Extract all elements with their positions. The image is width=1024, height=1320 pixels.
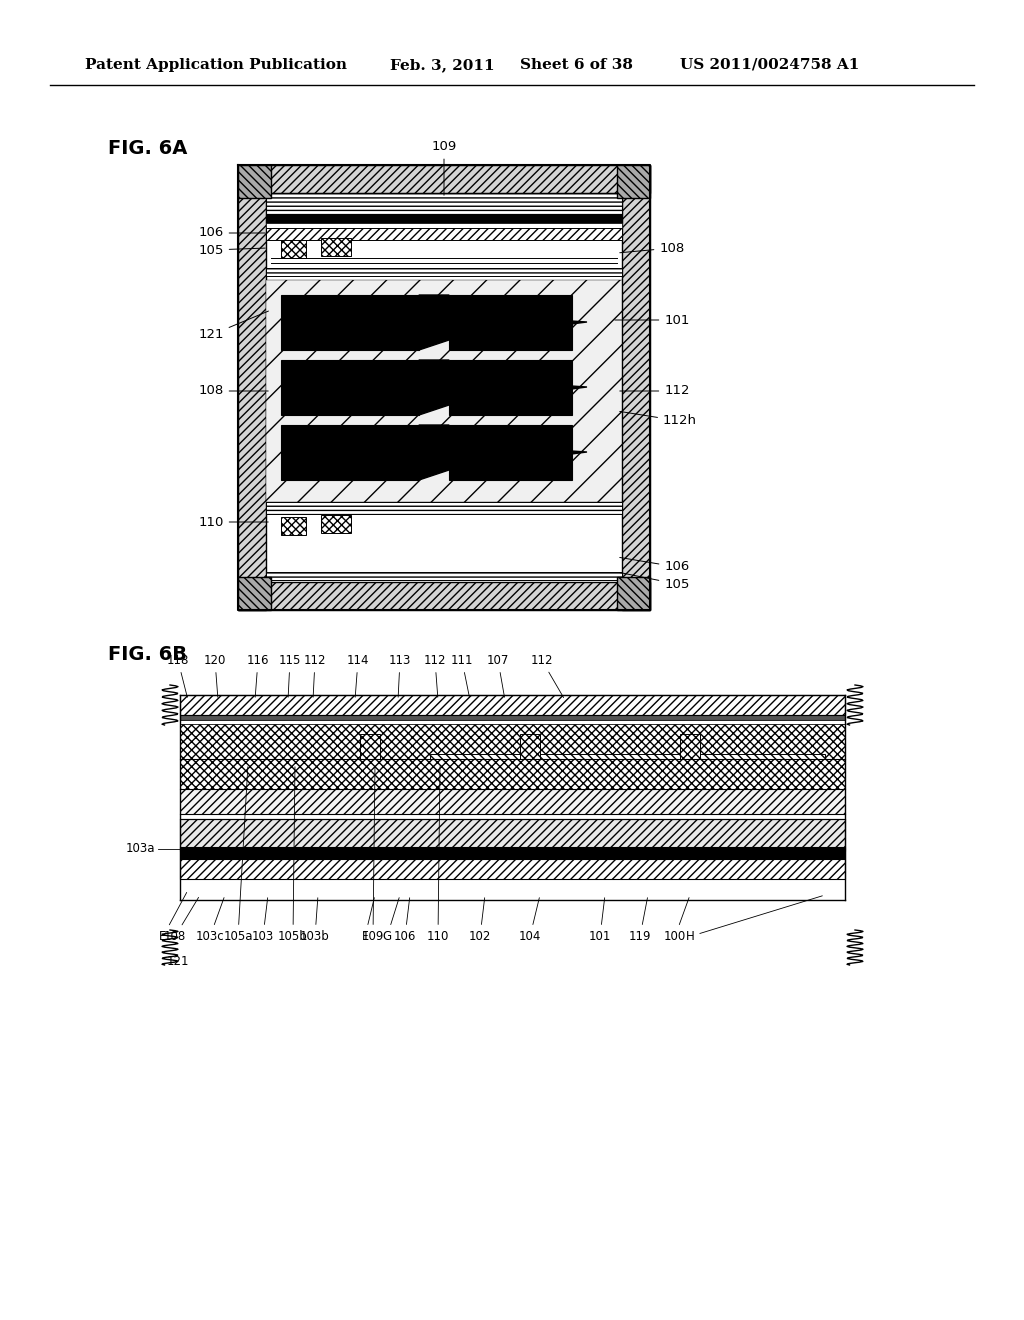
Text: 105b: 105b <box>279 767 308 942</box>
Bar <box>321 515 351 533</box>
Text: 112: 112 <box>530 653 563 697</box>
Text: 115: 115 <box>279 653 301 697</box>
Text: 121: 121 <box>199 312 268 342</box>
Text: 102: 102 <box>469 898 492 942</box>
Text: Feb. 3, 2011: Feb. 3, 2011 <box>390 58 495 73</box>
Bar <box>266 228 622 240</box>
Bar <box>215 776 547 784</box>
Text: 101: 101 <box>589 898 611 942</box>
Text: 110: 110 <box>427 767 450 942</box>
Bar <box>281 360 419 414</box>
Bar <box>680 734 700 759</box>
Text: 104: 104 <box>519 898 542 942</box>
Bar <box>238 582 650 610</box>
Text: FIG. 6A: FIG. 6A <box>108 139 187 157</box>
Bar <box>266 193 622 215</box>
Text: 103: 103 <box>252 898 274 942</box>
Text: 103a: 103a <box>126 842 155 855</box>
Text: H: H <box>686 896 822 942</box>
Text: 112: 112 <box>620 384 690 397</box>
Bar <box>180 719 845 723</box>
Text: 119: 119 <box>629 898 651 942</box>
Text: 100: 100 <box>664 898 689 942</box>
Text: Patent Application Publication: Patent Application Publication <box>85 58 347 73</box>
Bar <box>449 294 572 350</box>
Bar <box>266 215 622 223</box>
Text: 108: 108 <box>620 242 685 255</box>
Bar <box>180 723 845 759</box>
Text: 108: 108 <box>199 384 268 397</box>
Bar <box>622 165 650 610</box>
Text: 103b: 103b <box>300 898 330 942</box>
Bar <box>238 165 650 193</box>
Text: 105a: 105a <box>223 767 253 942</box>
Text: US 2011/0024758 A1: US 2011/0024758 A1 <box>680 58 859 73</box>
Bar <box>617 165 650 198</box>
Bar <box>180 715 845 719</box>
Bar <box>238 165 266 610</box>
Polygon shape <box>419 425 587 480</box>
Bar <box>430 754 825 764</box>
Bar <box>180 759 845 789</box>
Bar <box>266 572 622 579</box>
Bar <box>290 764 319 776</box>
Text: E: E <box>160 892 186 942</box>
Text: 113: 113 <box>389 653 412 697</box>
Bar <box>180 849 845 859</box>
Text: 110: 110 <box>199 516 268 528</box>
Text: 103c: 103c <box>196 898 224 942</box>
Text: 108: 108 <box>164 898 199 942</box>
Text: Sheet 6 of 38: Sheet 6 of 38 <box>520 58 633 73</box>
Text: 112h: 112h <box>620 412 697 428</box>
Bar <box>238 165 271 198</box>
Bar <box>266 280 622 502</box>
Bar <box>449 360 572 414</box>
Bar <box>180 859 845 879</box>
Bar <box>330 759 410 767</box>
Text: 109: 109 <box>431 140 457 195</box>
Bar <box>281 240 306 257</box>
Text: 111: 111 <box>451 653 473 697</box>
Bar <box>281 517 306 535</box>
Polygon shape <box>419 294 587 350</box>
Text: 118: 118 <box>167 653 189 697</box>
Bar <box>617 577 650 610</box>
Bar <box>180 696 845 715</box>
Bar <box>360 734 380 759</box>
Bar <box>266 268 622 276</box>
Bar <box>245 784 295 799</box>
Bar <box>180 847 845 851</box>
Bar <box>321 238 351 256</box>
Text: G: G <box>382 898 399 942</box>
Bar <box>520 734 540 759</box>
Bar <box>281 294 419 350</box>
Bar <box>281 425 419 480</box>
Bar <box>266 502 622 513</box>
Text: 105: 105 <box>620 573 690 590</box>
Text: F: F <box>361 898 375 942</box>
Text: 106: 106 <box>394 898 416 942</box>
Text: 120: 120 <box>204 653 226 697</box>
Bar <box>180 789 845 814</box>
Bar <box>230 764 260 776</box>
Text: FIG. 6B: FIG. 6B <box>108 645 187 664</box>
Bar <box>180 804 845 810</box>
Text: 109: 109 <box>361 767 384 942</box>
Text: 105: 105 <box>199 243 265 256</box>
Polygon shape <box>419 360 587 414</box>
Text: 112: 112 <box>424 653 446 697</box>
Text: 107: 107 <box>486 653 509 697</box>
Text: 106: 106 <box>620 557 689 573</box>
Bar <box>449 425 572 480</box>
Text: 116: 116 <box>247 653 269 697</box>
Bar <box>238 577 271 610</box>
Text: 106: 106 <box>199 227 265 239</box>
Text: 112: 112 <box>304 653 327 697</box>
Text: 121: 121 <box>167 954 189 968</box>
Text: 101: 101 <box>614 314 690 326</box>
Text: 114: 114 <box>347 653 370 697</box>
Bar <box>266 223 622 228</box>
Bar <box>180 818 845 849</box>
